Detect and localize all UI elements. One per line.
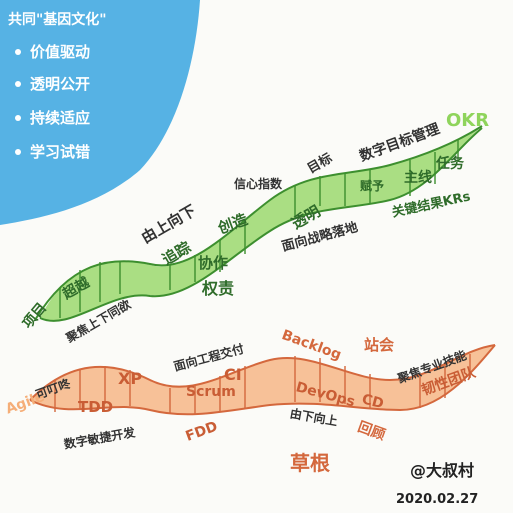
bullet-dot <box>15 49 21 55</box>
agile-label: Scrum <box>186 384 236 400</box>
okr-label: 权责 <box>201 279 234 298</box>
okr-label: 主线 <box>404 169 432 186</box>
agile-helix-fill <box>30 345 495 415</box>
agile-label: TDD <box>78 398 113 416</box>
agile-label: XP <box>118 369 142 388</box>
agile-helix: Agile 可叮咚 XP TDD 面向工程交付 CI Scrum FDD Bac… <box>4 327 496 475</box>
okr-label: 由上向下 <box>138 201 199 247</box>
bullet-item: 价值驱动 <box>30 43 90 61</box>
agile-label: 草根 <box>290 451 330 475</box>
okr-tag: OKR <box>446 110 489 131</box>
okr-label: 协作 <box>198 254 228 272</box>
agile-label: CI <box>224 365 242 384</box>
okr-label: 信心指数 <box>234 176 283 191</box>
bullet-dot <box>15 81 21 87</box>
okr-label: 目标 <box>305 150 336 177</box>
culture-bullets: 价值驱动 透明公开 持续适应 学习试错 <box>15 43 90 161</box>
okr-rungs <box>59 140 459 318</box>
culture-title: 共同"基因文化" <box>8 11 107 28</box>
agile-label: 站会 <box>364 336 394 354</box>
signature: @大叔村 2020.02.27 <box>396 461 478 507</box>
bullet-dot <box>15 115 21 121</box>
okr-helix-strand-top <box>34 125 483 321</box>
agile-label: 由下向上 <box>289 405 339 428</box>
agile-helix-strand-bottom <box>29 344 496 416</box>
okr-label: 赋予 <box>360 178 384 193</box>
author-signature: @大叔村 <box>410 461 474 480</box>
bullet-item: 持续适应 <box>30 109 90 127</box>
agile-rungs <box>54 354 471 414</box>
bullet-item: 透明公开 <box>30 75 90 93</box>
bullet-item: 学习试错 <box>30 143 90 161</box>
bullet-dot <box>15 149 21 155</box>
agile-label: 数字敏捷开发 <box>63 424 137 451</box>
okr-label: 任务 <box>435 155 465 172</box>
culture-box: 共同"基因文化" 价值驱动 透明公开 持续适应 学习试错 <box>0 0 200 225</box>
agile-label: FDD <box>184 419 220 445</box>
agile-label: 回顾 <box>356 419 388 444</box>
signature-date: 2020.02.27 <box>396 492 478 507</box>
okr-helix-strand-bottom <box>39 127 483 322</box>
agile-label: CD <box>360 391 385 412</box>
blue-watercolor-area <box>0 0 200 225</box>
